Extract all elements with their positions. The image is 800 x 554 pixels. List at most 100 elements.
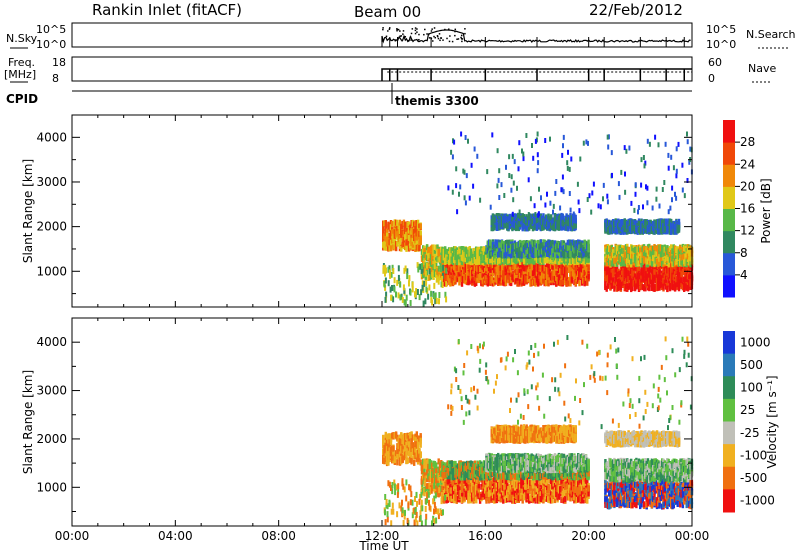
- range-gate-cell: [432, 249, 435, 256]
- range-gate-cell: [540, 256, 544, 263]
- range-gate-cell: [565, 271, 568, 278]
- nsearch-dot: [414, 27, 417, 29]
- range-gate-cell: [394, 241, 398, 247]
- range-gate-cell: [525, 254, 528, 261]
- range-gate-cell: [423, 269, 426, 276]
- range-gate-cell: [512, 263, 515, 270]
- range-gate-cell: [469, 267, 473, 274]
- range-gate-cell: [458, 246, 461, 253]
- range-gate-cell: [471, 259, 474, 266]
- range-gate-cell: [413, 221, 416, 228]
- range-gate-cell: [385, 236, 389, 243]
- range-gate-cell: [400, 245, 403, 252]
- range-gate-cell: [517, 280, 520, 287]
- range-gate-cell: [578, 267, 581, 274]
- range-gate-cell: [464, 247, 468, 254]
- range-gate-cell: [398, 243, 402, 249]
- range-gate-cell: [499, 257, 502, 264]
- range-gate-cell: [583, 279, 586, 286]
- range-gate-cell: [401, 221, 404, 227]
- range-gate-cell: [407, 231, 411, 238]
- range-gate-cell: [538, 278, 541, 285]
- range-gate-cell: [489, 280, 492, 286]
- nsearch-dot: [454, 34, 456, 37]
- range-gate-cell: [478, 249, 482, 256]
- range-gate-cell: [429, 270, 433, 276]
- range-gate-cell: [489, 266, 492, 273]
- range-gate-cell: [382, 234, 385, 241]
- range-gate-cell: [511, 258, 514, 265]
- range-gate-cell: [562, 273, 566, 280]
- range-gate-cell: [419, 238, 422, 245]
- range-gate-cell: [414, 220, 417, 227]
- range-gate-cell: [387, 240, 390, 247]
- range-gate-cell: [441, 252, 444, 258]
- range-gate-cell: [476, 247, 479, 254]
- range-gate-cell: [561, 278, 564, 285]
- nsearch-dot: [448, 40, 451, 43]
- range-gate-cell: [557, 267, 561, 274]
- range-gate-cell: [559, 276, 562, 283]
- range-gate-cell: [438, 274, 442, 281]
- freq-strip: Freq. [MHz] 18 8 60 0 Nave: [4, 56, 776, 85]
- range-gate-cell: [520, 271, 523, 278]
- range-gate-cell: [456, 275, 460, 282]
- range-gate-cell: [477, 262, 480, 269]
- range-gate-cell: [490, 253, 493, 260]
- range-gate-cell: [547, 274, 550, 281]
- range-gate-cell: [466, 248, 469, 255]
- range-gate-cell: [425, 270, 429, 276]
- range-gate-cell: [473, 251, 477, 257]
- range-gate-cell: [583, 263, 586, 270]
- range-gate-cell: [422, 245, 425, 252]
- range-gate-cell: [445, 254, 448, 261]
- range-gate-cell: [579, 264, 582, 271]
- range-gate-cell: [578, 280, 581, 287]
- range-gate-cell: [530, 280, 533, 287]
- range-gate-cell: [437, 272, 440, 279]
- range-gate-cell: [476, 254, 479, 261]
- range-gate-cell: [414, 243, 417, 250]
- range-gate-cell: [522, 274, 526, 281]
- nsearch-dot: [446, 37, 448, 40]
- range-gate-cell: [418, 223, 421, 230]
- range-gate-cell: [387, 245, 390, 252]
- range-gate-cell: [444, 258, 447, 265]
- range-gate-cell: [539, 255, 542, 262]
- range-gate-cell: [475, 270, 478, 277]
- range-gate-cell: [463, 255, 466, 262]
- range-gate-cell: [449, 272, 452, 278]
- range-gate-cell: [548, 277, 551, 284]
- nsearch-dot: [427, 33, 430, 36]
- nsearch-dot: [430, 30, 433, 32]
- range-gate-cell: [441, 268, 444, 275]
- range-gate-cell: [495, 277, 499, 284]
- range-gate-cell: [543, 278, 546, 285]
- range-gate-cell: [460, 280, 464, 287]
- nsearch-dot: [409, 37, 411, 39]
- range-gate-cell: [518, 253, 522, 260]
- range-gate-cell: [542, 277, 545, 284]
- range-gate-cell: [509, 277, 513, 283]
- range-gate-cell: [440, 255, 443, 261]
- range-gate-cell: [415, 235, 418, 242]
- range-gate-cell: [459, 260, 462, 267]
- range-gate-cell: [562, 266, 566, 273]
- range-gate-cell: [535, 265, 539, 272]
- range-gate-cell: [464, 274, 468, 281]
- range-gate-cell: [442, 248, 446, 255]
- range-gate-cell: [494, 258, 497, 265]
- range-gate-cell: [533, 269, 536, 275]
- nsearch-dot: [436, 35, 439, 37]
- range-gate-cell: [453, 246, 456, 253]
- range-gate-cell: [517, 260, 520, 267]
- range-gate-cell: [507, 258, 510, 265]
- range-gate-cell: [472, 253, 475, 260]
- range-gate-cell: [446, 249, 449, 256]
- range-gate-cell: [391, 220, 394, 227]
- range-gate-cell: [561, 262, 564, 269]
- freq-label: Freq.: [8, 56, 35, 69]
- range-gate-cell: [441, 246, 444, 253]
- range-gate-cell: [584, 271, 588, 278]
- range-gate-cell: [480, 280, 483, 287]
